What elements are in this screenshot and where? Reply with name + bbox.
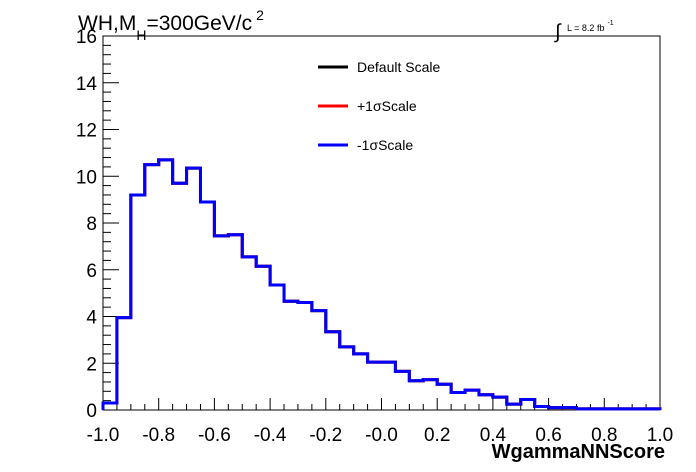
y-tick-label: 10 — [76, 167, 97, 188]
x-tick-label: -0.8 — [142, 425, 175, 446]
x-axis-label: WgammaNNScore — [492, 441, 665, 463]
x-tick-label: -0.4 — [254, 425, 287, 446]
lumi-label: L = 8.2 fb -1 — [567, 20, 614, 33]
x-tick-label: -1.0 — [87, 425, 120, 446]
y-tick-label: 0 — [86, 401, 97, 422]
title-main: WH,M — [78, 12, 136, 35]
legend-label-minus: -1σScale — [357, 137, 413, 153]
y-tick-label: 2 — [86, 354, 97, 375]
x-tick-label: -0.6 — [198, 425, 231, 446]
y-axis-ticks — [103, 35, 119, 411]
series-group — [101, 158, 662, 411]
chart-title: WH,MH=300GeV/c 2 — [78, 7, 264, 43]
y-axis-tick-labels: 0 2 4 6 8 10 12 14 16 — [76, 27, 98, 422]
lumi-integral-sign: ∫ — [554, 21, 562, 43]
title-suffix: =300GeV/c — [146, 12, 252, 35]
y-tick-label: 16 — [76, 27, 97, 48]
title-subscript: H — [136, 27, 146, 43]
y-tick-label: 14 — [76, 74, 98, 95]
x-tick-label: 0.4 — [480, 425, 507, 446]
x-tick-label: 0.6 — [535, 425, 561, 446]
x-tick-label: 1.0 — [647, 425, 673, 446]
y-tick-label: 4 — [86, 308, 97, 329]
legend-label-plus: +1σScale — [357, 98, 417, 114]
y-tick-label: 6 — [86, 261, 97, 282]
legend-label-default: Default Scale — [357, 59, 440, 75]
series-line-2 — [101, 158, 662, 411]
title-superscript: 2 — [256, 7, 264, 23]
x-tick-label: -0.2 — [309, 425, 342, 446]
x-axis-tick-labels: -1.0 -0.8 -0.6 -0.4 -0.2 -0.0 0.2 0.4 0.6 0.8 1.0 — [87, 425, 674, 446]
y-tick-label: 12 — [76, 121, 97, 142]
lumi-superscript: -1 — [607, 20, 613, 27]
legend: Default Scale +1σScale -1σScale — [318, 59, 440, 153]
x-tick-label: -0.0 — [365, 425, 398, 446]
y-tick-label: 8 — [86, 214, 97, 235]
x-tick-label: 0.8 — [591, 425, 617, 446]
lumi-text: L = 8.2 fb — [567, 23, 604, 33]
x-tick-label: 0.2 — [424, 425, 450, 446]
